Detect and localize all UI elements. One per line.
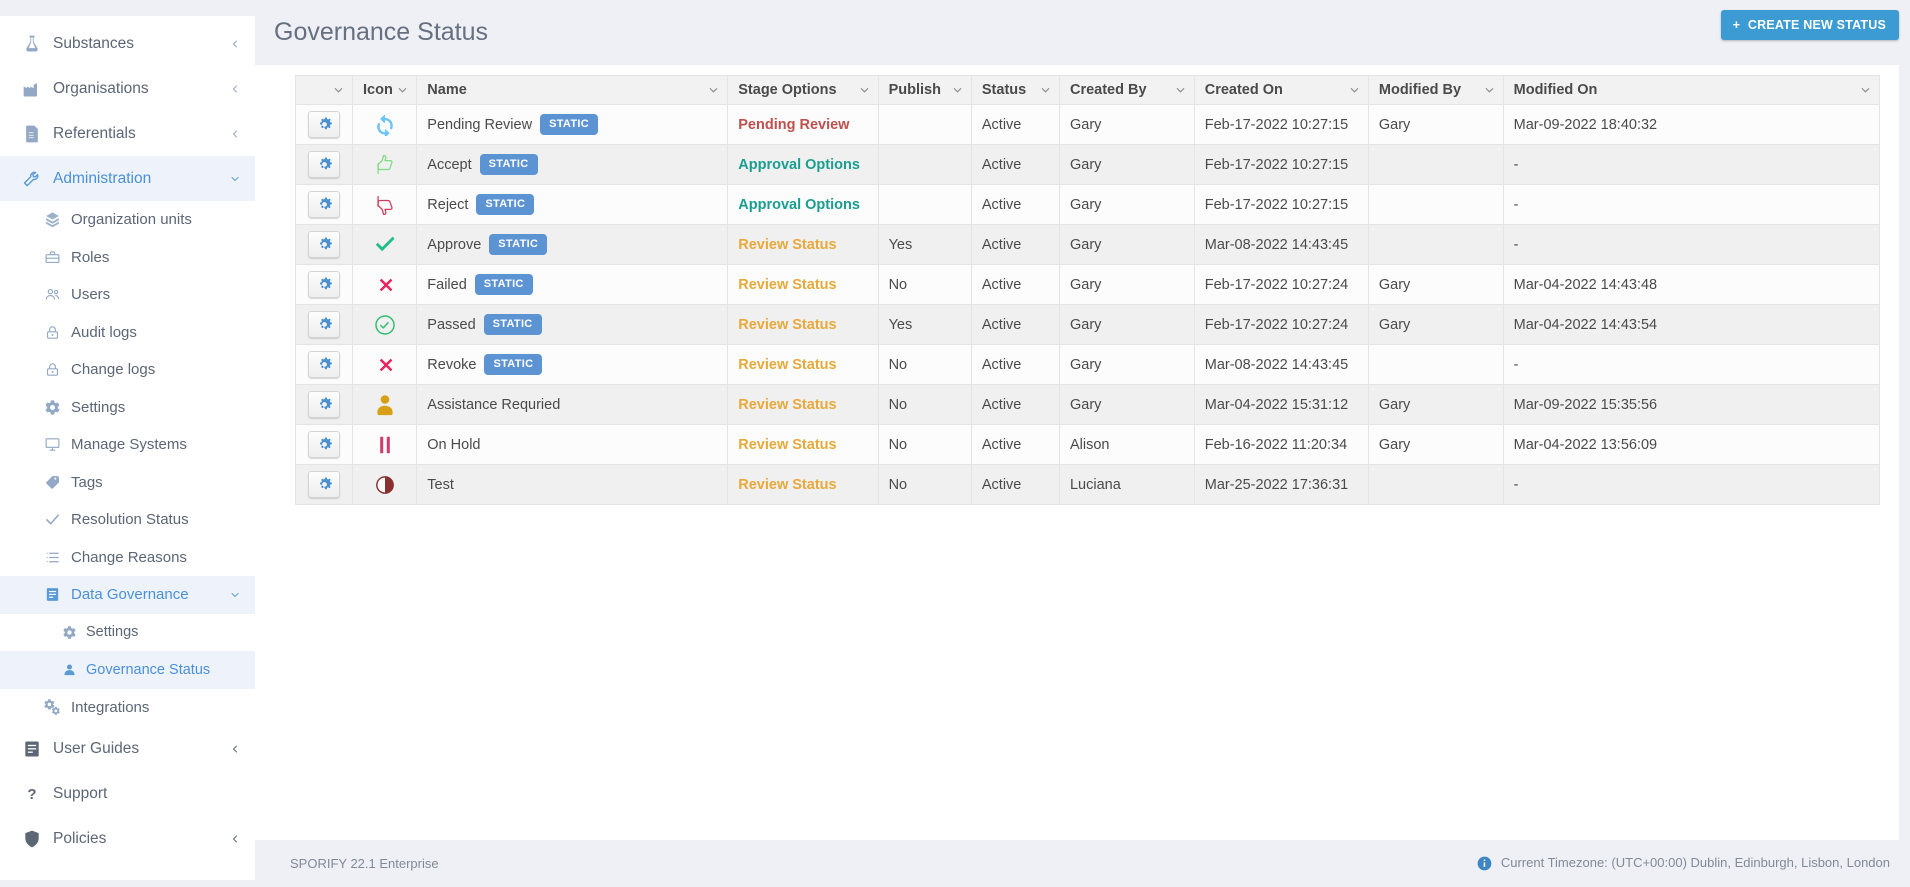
svg-text:?: ? — [27, 786, 36, 803]
